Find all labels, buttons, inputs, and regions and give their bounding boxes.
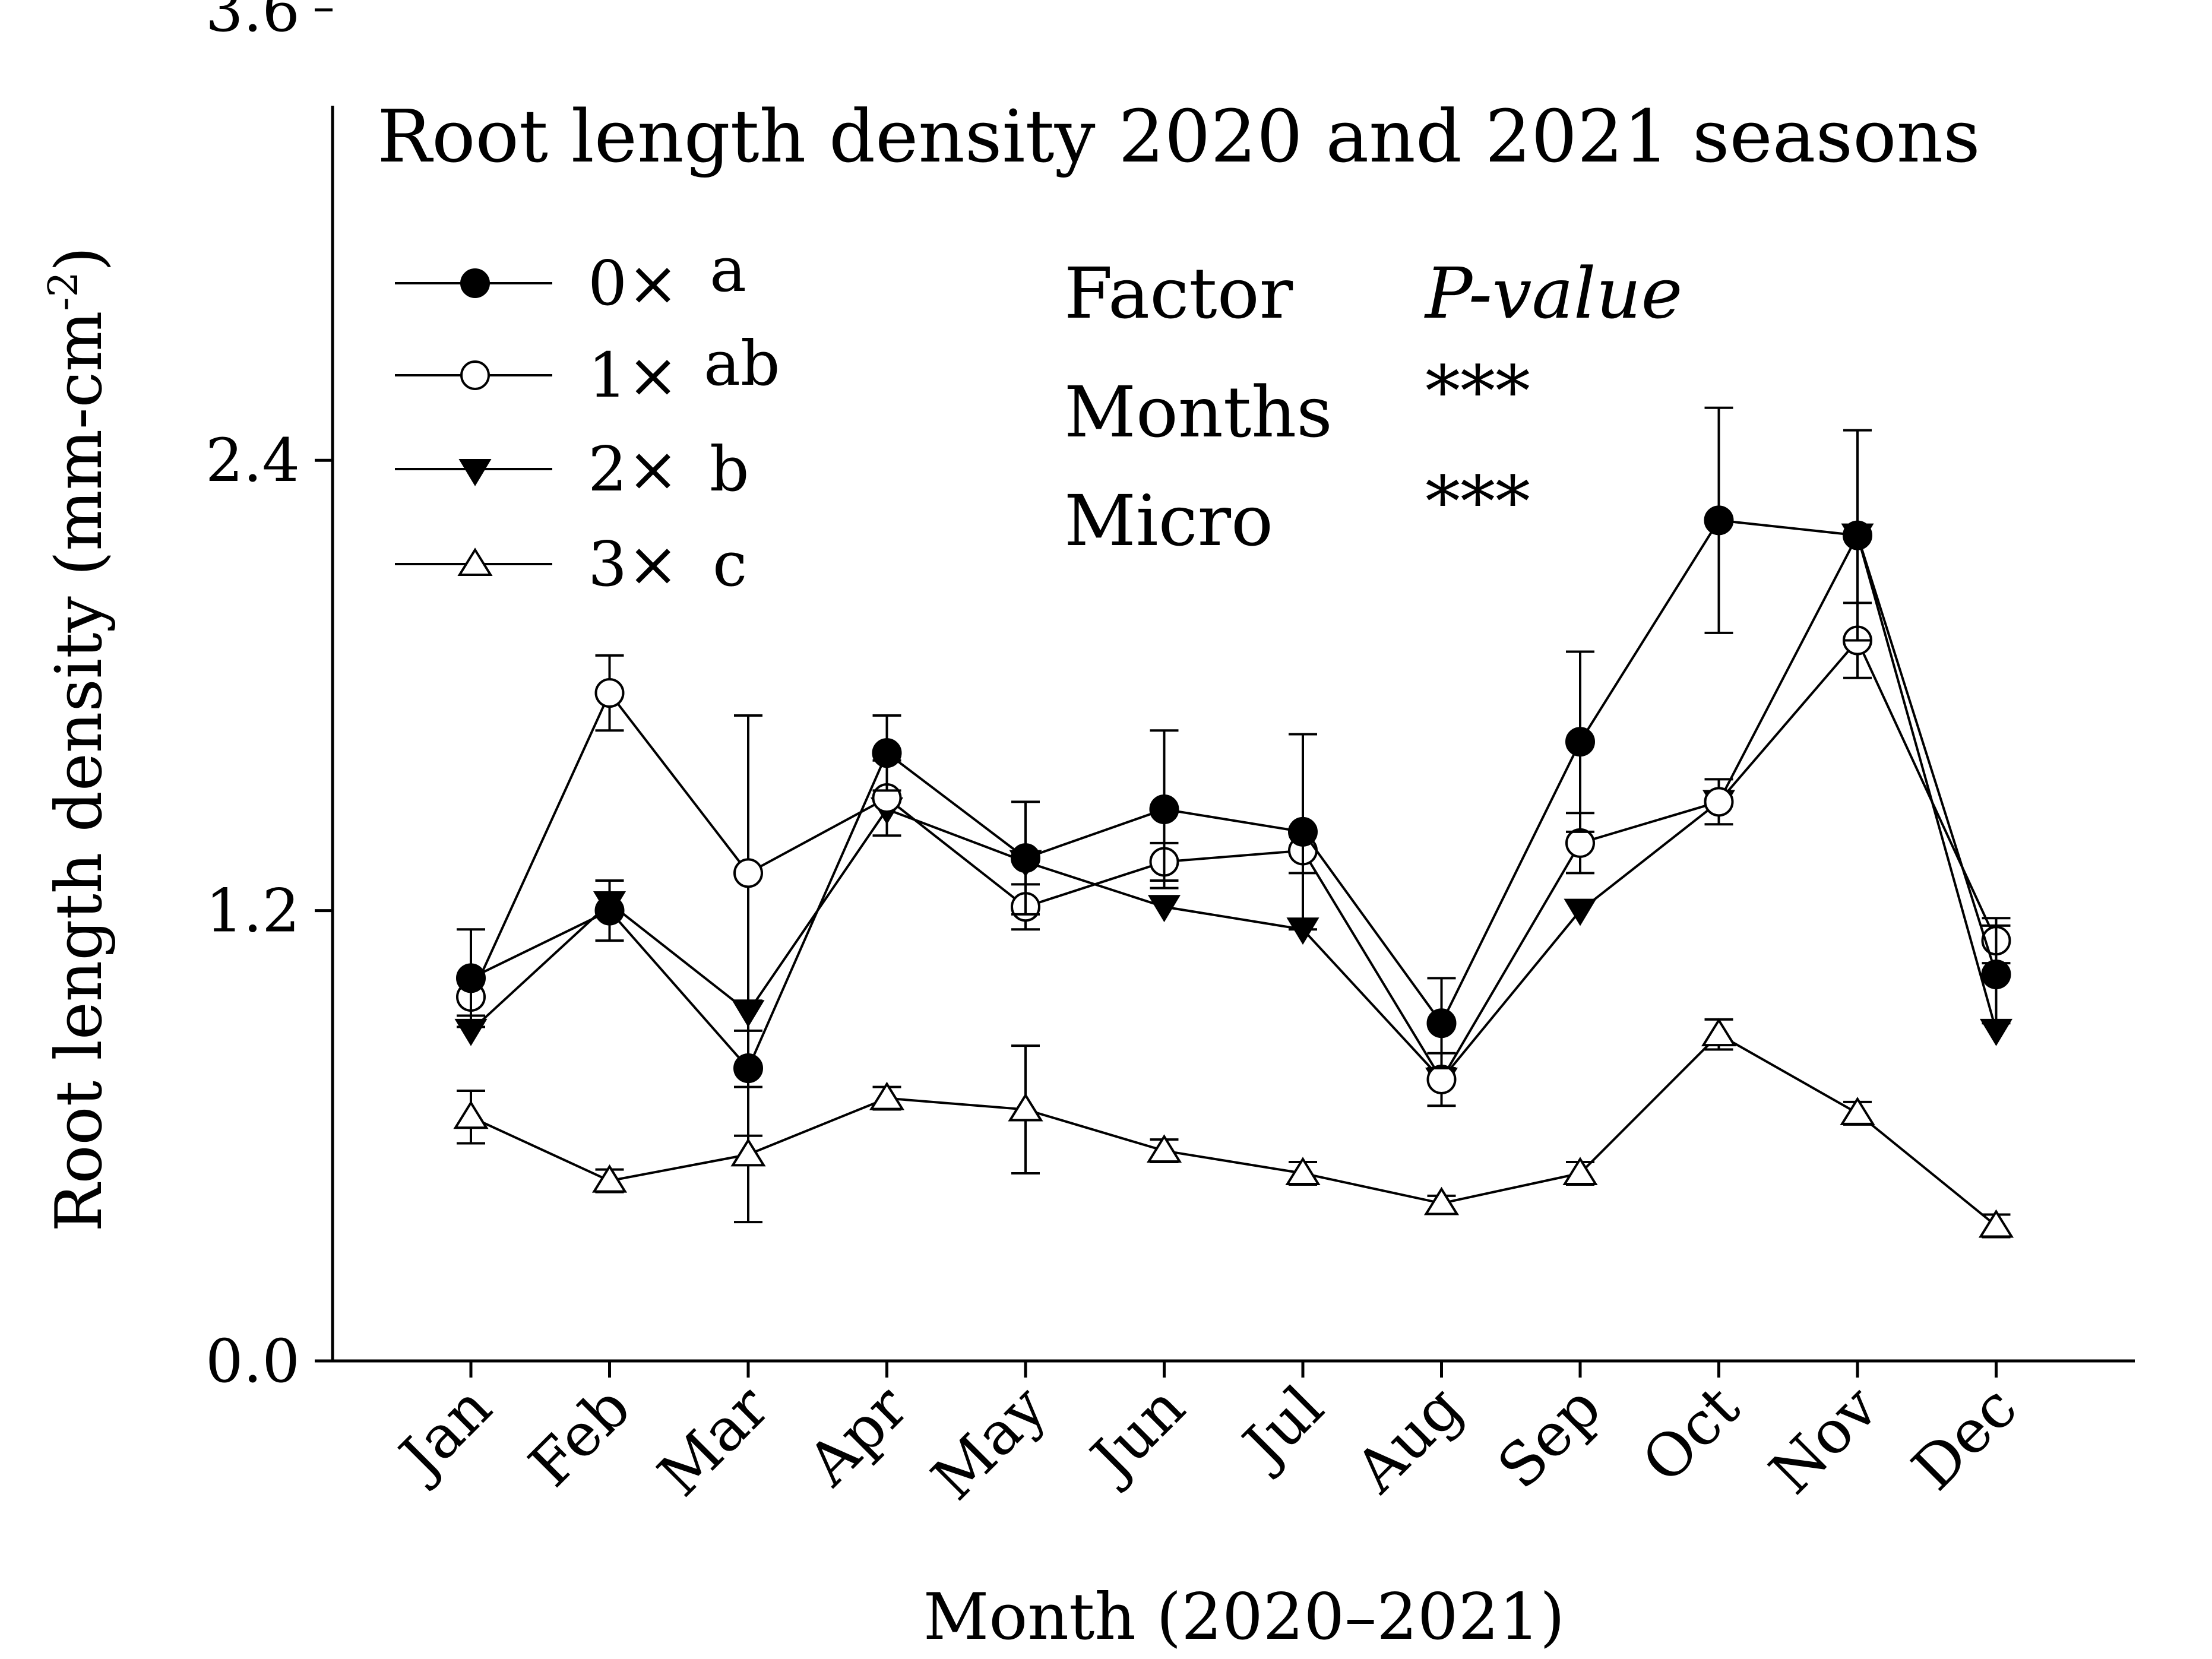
data-point bbox=[1565, 828, 1595, 858]
y-axis-title-superscript: -2 bbox=[40, 271, 87, 311]
data-point bbox=[1981, 960, 2011, 990]
data-point bbox=[1704, 787, 1734, 817]
annotation-table: Factor P-value Months *** Micro *** bbox=[1064, 252, 1682, 562]
x-tick-label-dec: Dec bbox=[1899, 1372, 2030, 1503]
annotation-factor-micro: Micro bbox=[1064, 480, 1273, 562]
annotation-factor-months: Months bbox=[1064, 371, 1333, 453]
series-line bbox=[470, 638, 1998, 1082]
legend-entry-2x: 2× b bbox=[395, 433, 749, 505]
legend-group-letter: ab bbox=[704, 327, 780, 400]
y-tick-label: 2.4 bbox=[205, 426, 300, 495]
data-point bbox=[872, 738, 902, 768]
x-tick-label-mar: Mar bbox=[645, 1372, 782, 1509]
data-point bbox=[1285, 1157, 1321, 1185]
legend-marker-filled-circle bbox=[460, 268, 490, 298]
series-2x bbox=[454, 523, 2013, 1095]
data-point bbox=[1426, 1008, 1457, 1039]
data-point bbox=[1562, 1157, 1598, 1185]
data-point bbox=[456, 963, 486, 993]
x-tick-label-aug: Aug bbox=[1341, 1372, 1475, 1506]
legend-marker-open-triangle-up bbox=[457, 547, 493, 576]
legend-label: 1× bbox=[588, 339, 679, 411]
data-point bbox=[1843, 520, 1872, 550]
data-point bbox=[1147, 895, 1181, 923]
data-point bbox=[1840, 1097, 1875, 1125]
data-point bbox=[594, 678, 625, 708]
data-point bbox=[1288, 816, 1318, 847]
y-tick-label: 1.2 bbox=[205, 876, 300, 946]
data-point bbox=[1426, 1065, 1457, 1094]
legend-entry-0x: 0× a bbox=[395, 233, 746, 319]
data-point bbox=[1423, 1186, 1460, 1215]
data-point bbox=[730, 1138, 766, 1167]
annotation-header-factor: Factor bbox=[1064, 252, 1293, 334]
x-tick-label-jun: Jun bbox=[1074, 1372, 1198, 1496]
series-layer bbox=[453, 406, 2014, 1239]
data-point bbox=[1011, 843, 1040, 873]
legend-label: 0× bbox=[588, 247, 679, 319]
x-axis-title: Month (2020–2021) bbox=[923, 1580, 1565, 1654]
x-tick-label-nov: Nov bbox=[1757, 1372, 1891, 1507]
annotation-p-micro: *** bbox=[1425, 461, 1530, 543]
data-point bbox=[1564, 898, 1597, 926]
y-axis-title-main: Root length density (mm-cm bbox=[42, 311, 116, 1232]
x-tick-label-jul: Jul bbox=[1226, 1372, 1337, 1483]
legend-marker-filled-triangle-down bbox=[458, 459, 492, 486]
legend-group-letter: a bbox=[710, 233, 746, 306]
series-1x bbox=[456, 601, 2011, 1107]
data-point bbox=[1978, 1209, 2014, 1238]
data-point bbox=[591, 1164, 628, 1193]
legend-group-letter: b bbox=[710, 433, 749, 505]
data-point bbox=[453, 1100, 489, 1129]
data-point bbox=[1008, 1093, 1043, 1122]
data-point bbox=[733, 1053, 763, 1084]
y-axis-title-close: ) bbox=[42, 246, 116, 271]
x-tick-label-sep: Sep bbox=[1485, 1372, 1614, 1502]
legend-label: 3× bbox=[588, 528, 679, 600]
x-tick-label-jan: Jan bbox=[383, 1372, 505, 1494]
x-tick-label-oct: Oct bbox=[1629, 1372, 1753, 1496]
x-tick-label-apr: Apr bbox=[794, 1372, 921, 1499]
data-point bbox=[1704, 505, 1734, 536]
annotation-header-pvalue: P-value bbox=[1424, 252, 1682, 334]
legend-group-letter: c bbox=[713, 528, 747, 600]
data-point bbox=[869, 1081, 905, 1110]
series-line bbox=[470, 1033, 1997, 1227]
annotation-p-months: *** bbox=[1425, 350, 1530, 432]
chart-title: Root length density 2020 and 2021 season… bbox=[377, 94, 1980, 179]
series-line bbox=[470, 532, 1998, 1082]
y-tick-label: 0.0 bbox=[205, 1326, 300, 1396]
legend-label: 2× bbox=[588, 433, 679, 505]
data-point bbox=[594, 895, 625, 926]
legend: 0× a 1× ab 2× b 3× c bbox=[395, 233, 780, 600]
legend-marker-open-circle bbox=[460, 360, 490, 390]
x-tick-label-feb: Feb bbox=[515, 1372, 643, 1500]
y-ticks: 0.0 1.2 2.4 3.6 bbox=[205, 0, 333, 1396]
x-tick-label-may: May bbox=[919, 1372, 1060, 1514]
data-point bbox=[1149, 794, 1179, 824]
data-point bbox=[1701, 1018, 1737, 1047]
legend-entry-1x: 1× ab bbox=[395, 327, 780, 411]
y-tick-label: 3.6 bbox=[205, 0, 300, 45]
data-point bbox=[1565, 727, 1595, 757]
series-line bbox=[470, 519, 1998, 1071]
data-point bbox=[1146, 1134, 1182, 1163]
legend-entry-3x: 3× c bbox=[395, 528, 747, 600]
series-3x bbox=[453, 1018, 2014, 1239]
y-axis-title: Root length density (mm-cm-2) bbox=[40, 246, 116, 1232]
data-point bbox=[733, 858, 763, 888]
series-0x bbox=[456, 406, 2011, 1137]
